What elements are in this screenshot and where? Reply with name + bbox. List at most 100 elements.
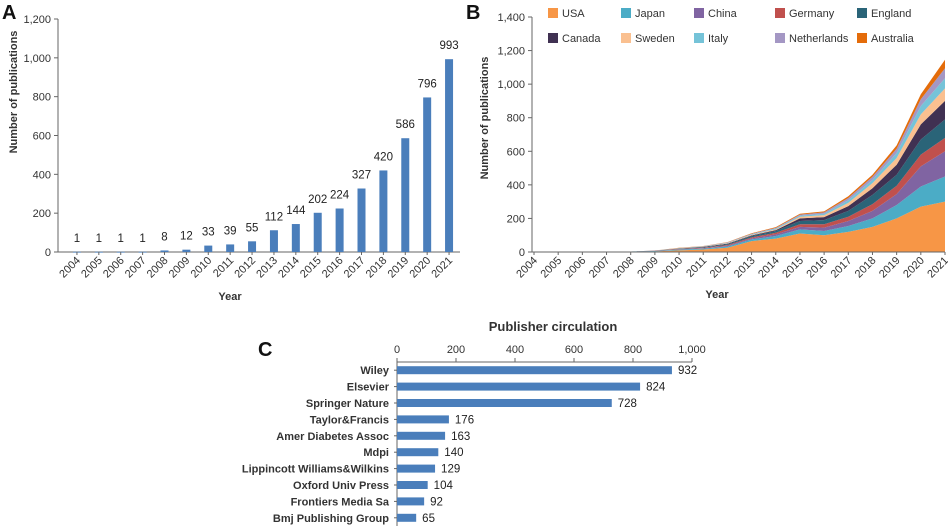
chart-b-legend-swatch: [857, 8, 867, 18]
chart-b-ytick-label: 1,000: [497, 79, 525, 91]
chart-b-xtick-label: 2006: [563, 255, 589, 281]
chart-c-bar: [397, 513, 417, 522]
chart-a-data-label: 420: [374, 151, 393, 163]
chart-a-xtick-label: 2018: [364, 255, 390, 281]
chart-c-title: Publisher circulation: [489, 319, 618, 334]
chart-b-xtick-label: 2008: [611, 255, 637, 281]
chart-c-data-label: 140: [444, 447, 463, 459]
chart-a-ytick-label: 600: [33, 131, 51, 143]
chart-c-bar: [397, 366, 672, 375]
chart-a-xlabel: Year: [218, 291, 242, 303]
chart-c-category-label: Mdpi: [363, 447, 389, 459]
chart-b-xtick-label: 2016: [804, 255, 830, 281]
chart-b-legend-label: Australia: [871, 33, 915, 45]
chart-a-bar: [313, 212, 322, 252]
chart-b-legend-swatch: [621, 33, 631, 43]
chart-b-ytick-label: 200: [507, 213, 525, 225]
chart-a-data-label: 202: [308, 194, 327, 206]
chart-a-data-label: 55: [246, 222, 259, 234]
chart-b-publications-by-country: Number of publications Year 0 200 400 600 80…: [479, 8, 948, 301]
chart-b-legend-label: Canada: [562, 33, 601, 45]
chart-a-xtick-label: 2014: [276, 255, 302, 281]
chart-a-data-label: 1: [118, 233, 124, 245]
chart-a-xtick-label: 2005: [79, 255, 105, 281]
chart-c-category-label: Springer Nature: [306, 398, 389, 410]
chart-b-ytick-label: 0: [519, 247, 525, 259]
chart-b-legend-label: USA: [562, 8, 585, 20]
chart-c-category-label: Amer Diabetes Assoc: [276, 431, 389, 443]
chart-c-category-label: Oxford Univ Press: [293, 480, 389, 492]
chart-b-xtick-label: 2015: [780, 255, 806, 281]
chart-c-category-label: Frontiers Media Sa: [291, 496, 390, 508]
chart-c-bar: [397, 382, 641, 391]
chart-a-xtick-label: 2017: [342, 255, 368, 281]
chart-a-xtick-label: 2015: [298, 255, 324, 281]
chart-a-xtick-label: 2012: [232, 255, 258, 281]
chart-c-data-label: 932: [678, 365, 697, 377]
chart-a-bar: [335, 208, 344, 252]
chart-a-data-label: 39: [224, 225, 237, 237]
chart-c-data-label: 824: [646, 382, 666, 394]
chart-c-publisher-circulation: Publisher circulation 0 200 400 600 800 1,000…: [242, 319, 706, 526]
chart-a-xtick-label: 2021: [429, 255, 455, 281]
chart-b-legend-swatch: [694, 33, 704, 43]
chart-c-bar: [397, 448, 439, 457]
chart-c-xtick-label: 600: [565, 344, 583, 356]
chart-c-bar: [397, 464, 436, 473]
chart-b-legend-swatch: [775, 33, 785, 43]
chart-b-xtick-label: 2011: [684, 255, 709, 280]
chart-a-bar: [160, 250, 169, 252]
chart-a-xtick-label: 2013: [254, 255, 280, 281]
chart-b-xtick-label: 2021: [925, 255, 948, 281]
chart-a-xtick-label: 2006: [101, 255, 127, 281]
chart-a-data-label: 1: [139, 233, 145, 245]
chart-a-xtick-label: 2008: [145, 255, 171, 281]
chart-a-bar: [269, 230, 278, 252]
chart-a-data-label: 796: [418, 78, 437, 90]
chart-a-bar: [379, 170, 388, 252]
chart-b-ylabel: Number of publications: [479, 57, 491, 180]
chart-a-bar: [291, 224, 300, 252]
chart-c-data-label: 163: [451, 431, 470, 443]
chart-b-xtick-label: 2018: [853, 255, 879, 281]
chart-b-ytick-label: 800: [507, 113, 525, 125]
chart-b-xtick-label: 2012: [708, 255, 734, 281]
chart-a-data-label: 33: [202, 227, 215, 239]
chart-a-publications-per-year: Number of publications Year 0 200 400 600 80…: [8, 14, 460, 303]
chart-a-bar: [401, 138, 410, 252]
chart-a-xtick-label: 2004: [57, 255, 83, 281]
chart-b-legend-swatch: [621, 8, 631, 18]
chart-b-xtick-label: 2009: [635, 255, 661, 281]
chart-b-area-usa: [534, 201, 945, 252]
chart-a-data-label: 144: [286, 205, 306, 217]
chart-b-legend-label: Sweden: [635, 33, 675, 45]
chart-b-ytick-label: 400: [507, 180, 525, 192]
chart-c-category-label: Bmj Publishing Group: [273, 513, 389, 525]
panel-letter-c: C: [258, 339, 272, 361]
chart-a-ytick-label: 800: [33, 92, 51, 104]
panel-letter-a: A: [2, 2, 16, 24]
chart-b-xtick-label: 2014: [756, 255, 782, 281]
chart-c-data-label: 129: [441, 464, 460, 476]
chart-b-xtick-label: 2005: [538, 255, 564, 281]
chart-b-xtick-label: 2017: [829, 255, 855, 281]
chart-a-data-label: 327: [352, 170, 371, 182]
chart-c-xtick-label: 800: [624, 344, 642, 356]
chart-c-bar: [397, 431, 446, 440]
chart-a-bar: [204, 245, 213, 252]
chart-c-xtick-label: 400: [506, 344, 524, 356]
chart-b-legend-swatch: [548, 8, 558, 18]
chart-a-data-label: 586: [396, 119, 415, 131]
chart-a-bar: [248, 241, 257, 252]
chart-b-xtick-label: 2020: [901, 255, 927, 281]
chart-b-ytick-label: 600: [507, 146, 525, 158]
chart-c-data-label: 176: [455, 414, 474, 426]
chart-b-ytick-label: 1,400: [497, 12, 525, 24]
chart-b-xtick-label: 2019: [877, 255, 903, 281]
chart-a-bar: [226, 244, 235, 252]
chart-a-data-label: 224: [330, 190, 350, 202]
chart-a-bar: [357, 188, 366, 252]
chart-a-ytick-label: 400: [33, 169, 51, 181]
chart-c-data-label: 92: [430, 496, 443, 508]
